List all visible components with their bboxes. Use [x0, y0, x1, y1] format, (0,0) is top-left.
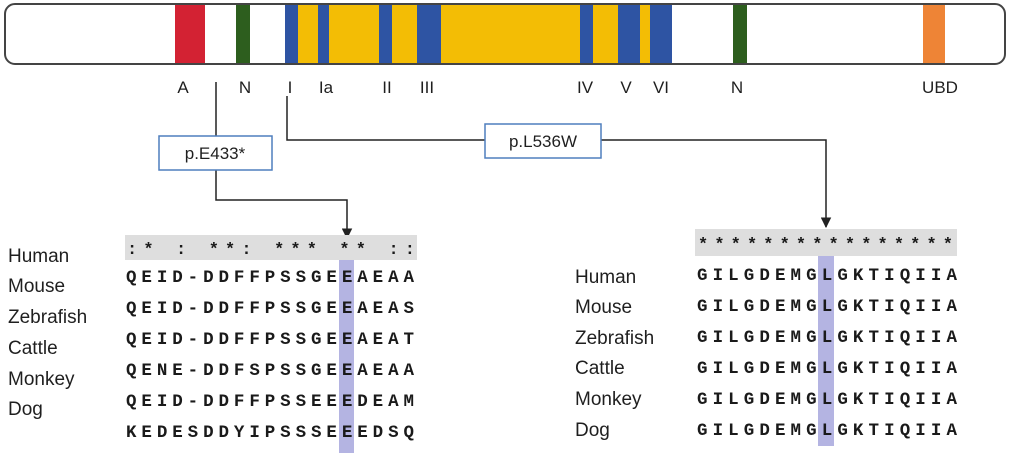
highlight-column-left [339, 260, 354, 453]
domain-label-I: I [288, 78, 293, 97]
domain-block-UBD [923, 4, 945, 64]
species-label-right-cattle: Cattle [575, 358, 625, 379]
species-label-right-monkey: Monkey [575, 389, 642, 410]
connector-l536w [286, 96, 832, 229]
conservation-bar-right [695, 229, 957, 256]
sequence-left-row-4: QENE-DDFSPSSGEEAEAA [126, 361, 414, 381]
domain-block-N1 [236, 4, 250, 64]
mutation-label-e433: p.E433* [185, 144, 246, 163]
domain-label-VI: VI [653, 78, 669, 97]
sequence-left-row-5: QEID-DDFFPSSEEEDEAM [126, 392, 414, 412]
species-label-left-monkey: Monkey [8, 369, 75, 390]
domain-label-UBD: UBD [922, 78, 958, 97]
species-label-right-dog: Dog [575, 420, 610, 441]
helicase-region [285, 4, 672, 64]
domain-block-VI [650, 4, 672, 64]
highlight-column-right [818, 256, 834, 446]
domain-block-I [285, 4, 298, 64]
species-label-right-zebrafish: Zebrafish [575, 328, 654, 349]
species-label-left-mouse: Mouse [8, 276, 65, 297]
domain-block-IV [580, 4, 593, 64]
conservation-bar-left [125, 235, 417, 260]
mutation-box-e433-frame [158, 135, 273, 171]
domain-label-V: V [620, 78, 632, 97]
species-label-left-zebrafish: Zebrafish [8, 307, 87, 328]
sequence-left-row-3: QEID-DDFFPSSGEEAEAT [126, 330, 414, 350]
species-label-right-mouse: Mouse [575, 297, 632, 318]
alignment-left: :* : **: *** ** :: Human Mouse Zebrafish… [8, 235, 417, 453]
sequence-right-row-2: GILGDEMGLGKTIQIIA [697, 297, 957, 317]
species-label-right-human: Human [575, 267, 636, 288]
domain-label-III: III [420, 78, 434, 97]
sequence-left-row-1: QEID-DDFFPSSGEEAEAA [126, 268, 414, 288]
domain-label-N2: N [731, 78, 743, 97]
domain-block-III [417, 4, 441, 64]
domain-block-V [618, 4, 640, 64]
sequence-right-row-4: GILGDEMGLGKTIQIIA [697, 359, 957, 379]
domain-label-A: A [177, 78, 189, 97]
species-label-left-dog: Dog [8, 399, 43, 420]
protein-schematic: A N I Ia II III IV V VI N UBD [4, 3, 1006, 97]
alignment-right: **************** Human Mouse Zebrafish C… [575, 229, 957, 446]
domain-label-N1: N [239, 78, 251, 97]
sequence-right-row-3: GILGDEMGLGKTIQIIA [697, 328, 957, 348]
mutation-box-e433: p.E433* [158, 135, 273, 171]
sequence-right-row-1: GILGDEMGLGKTIQIIA [697, 266, 957, 286]
species-label-left-cattle: Cattle [8, 338, 58, 359]
mutation-box-l536w: p.L536W [484, 123, 602, 159]
domain-block-N2 [733, 4, 747, 64]
mutation-label-l536w: p.L536W [509, 132, 577, 151]
domain-label-Ia: Ia [319, 78, 334, 97]
domain-block-II [379, 4, 392, 64]
species-label-left-human: Human [8, 246, 69, 267]
domain-label-IV: IV [577, 78, 594, 97]
sequence-right-row-5: GILGDEMGLGKTIQIIA [697, 390, 957, 410]
domain-block-Ia [318, 4, 329, 64]
sequence-left-row-2: QEID-DDFFPSSGEEAEAS [126, 299, 414, 319]
domain-label-II: II [382, 78, 391, 97]
domain-block-A [175, 4, 205, 64]
sequence-left-row-6: KEDESDDYIPSSSEEEDSQ [126, 423, 414, 443]
sequence-right-row-6: GILGDEMGLGKTIQIIA [697, 421, 957, 441]
mutation-box-l536w-frame [484, 123, 602, 159]
protein-bar-outline [4, 3, 1006, 65]
mutation-connectors [215, 82, 832, 240]
